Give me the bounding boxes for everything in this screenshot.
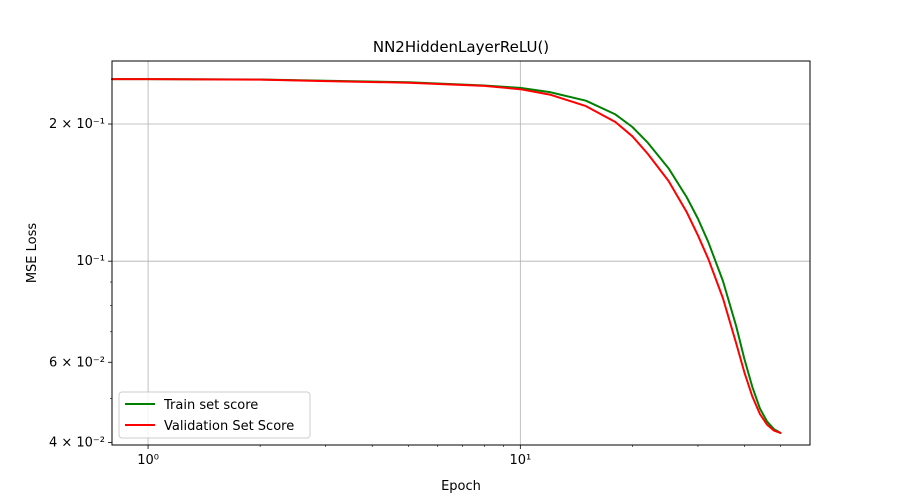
series-lines	[111, 78, 782, 434]
x-tick-label: 10¹	[509, 453, 531, 468]
y-tick-label: 4 × 10⁻²	[49, 436, 105, 451]
ticks: 10⁰ 10¹ 4 × 10⁻² 6 × 10⁻² 10⁻¹ 2 × 10⁻¹	[49, 117, 781, 468]
y-axis-label: MSE Loss	[25, 223, 40, 284]
legend: Train set score Validation Set Score	[118, 391, 311, 439]
y-tick-label: 2 × 10⁻¹	[49, 117, 105, 132]
y-tick-label: 6 × 10⁻²	[49, 355, 105, 370]
legend-label: Train set score	[163, 398, 258, 413]
legend-box	[118, 391, 311, 439]
grid	[112, 61, 810, 445]
y-tick-label: 10⁻¹	[76, 254, 105, 269]
chart-title: NN2HiddenLayerReLU()	[373, 38, 549, 56]
legend-label: Validation Set Score	[164, 419, 294, 434]
plot-frame	[111, 60, 811, 446]
x-axis-label: Epoch	[441, 479, 481, 494]
x-tick-label: 10⁰	[137, 453, 159, 468]
series-line-1	[111, 78, 782, 434]
